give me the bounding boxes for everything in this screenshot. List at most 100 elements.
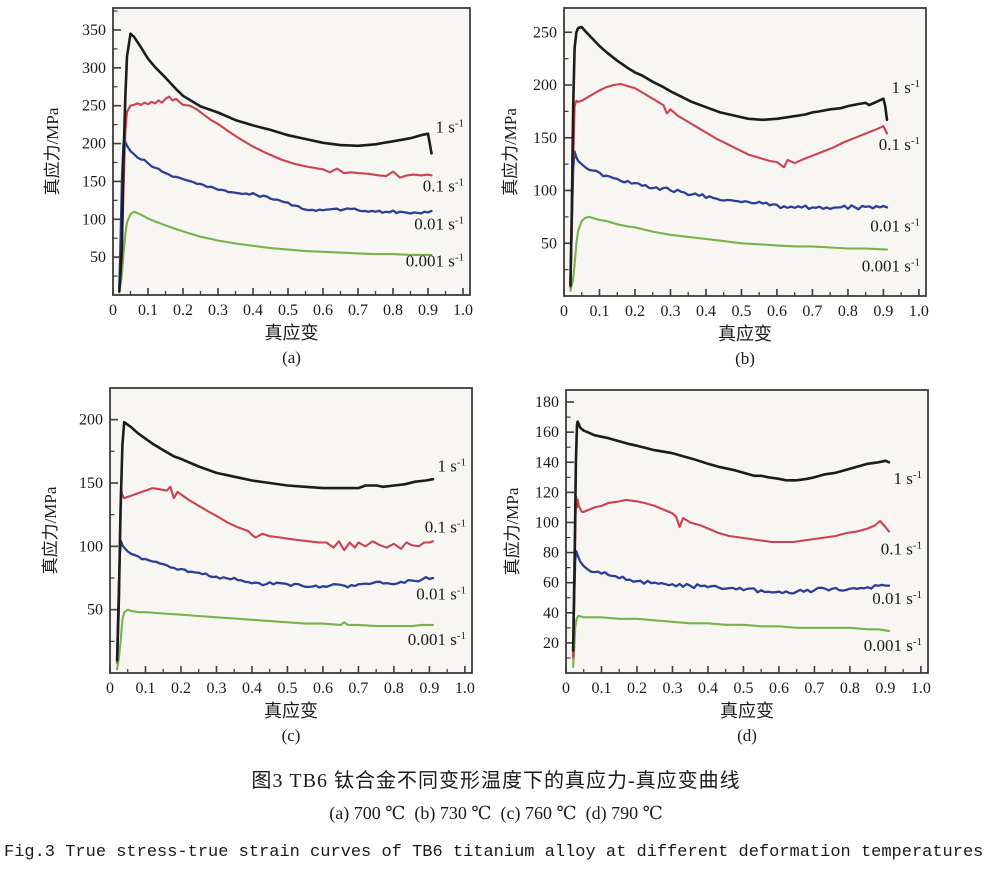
x-tick-label: 0.3 <box>206 680 226 697</box>
y-tick-label: 200 <box>82 136 106 153</box>
y-tick-label: 80 <box>543 545 559 562</box>
x-tick-label: 0.8 <box>840 680 860 697</box>
x-tick-label: 0.6 <box>313 302 333 319</box>
caption-panel-temperatures: (a) 700 ℃ (b) 730 ℃ (c) 760 ℃ (d) 790 ℃ <box>329 803 663 823</box>
x-tick-label: 0.6 <box>769 680 789 697</box>
y-tick-label: 200 <box>79 412 103 429</box>
subplot-d: 0 0.1 0.2 0.3 0.4 0.5 0.6 0.7 0.8 0.9 1.0 20 40 60 80 1… <box>496 380 992 760</box>
series-label: 0.001 s-1 <box>408 630 466 649</box>
y-tick-label: 300 <box>82 60 106 77</box>
x-tick-label: 0.4 <box>698 680 718 697</box>
x-tick-label: 0.1 <box>591 680 611 697</box>
curve-0.001s-1 <box>118 210 433 294</box>
y-tick-label: 60 <box>543 575 559 592</box>
series-label: 1 s-1 <box>437 457 466 476</box>
subplot-a-chart: 0 0.1 0.2 0.3 0.4 0.5 0.6 0.7 0.8 0.9 1.0 50 100 150 2… <box>43 7 473 367</box>
y-axis-label: 真应力/MPa <box>41 486 60 574</box>
series-label: 0.01 s-1 <box>416 584 466 603</box>
y-tick-label: 100 <box>535 514 559 531</box>
x-tick-label: 0.1 <box>138 302 158 319</box>
y-tick-label: 100 <box>79 538 103 555</box>
y-tick-label: 50 <box>90 249 106 266</box>
y-tick-label: 350 <box>82 22 106 39</box>
panel-letter: (d) <box>737 726 757 745</box>
x-tick-label: 0.9 <box>418 302 438 319</box>
series-label: 0.01 s-1 <box>870 216 920 235</box>
x-tick-label: 0.4 <box>696 303 716 320</box>
x-axis-label: 真应变 <box>720 701 774 721</box>
y-axis-label: 真应力/MPa <box>503 487 522 575</box>
curve-1s-1 <box>569 25 889 287</box>
subplot-b: 0 0.1 0.2 0.3 0.4 0.5 0.6 0.7 0.8 0.9 1.0 50 100 150 2… <box>496 0 992 380</box>
x-axis-label: 真应变 <box>265 323 319 343</box>
y-tick-label: 50 <box>87 602 103 619</box>
x-axis-label: 真应变 <box>264 701 318 721</box>
x-tick-label: 0.2 <box>627 680 647 697</box>
subplot-c: 0 0.1 0.2 0.3 0.4 0.5 0.6 0.7 0.8 0.9 1.0 50 100 150 2… <box>0 380 496 760</box>
x-tick-label: 0.9 <box>875 680 895 697</box>
x-tick-label: 0.1 <box>589 303 609 320</box>
x-tick-label: 0.9 <box>873 303 893 320</box>
x-tick-label: 0.6 <box>767 303 787 320</box>
y-tick-label: 200 <box>533 77 557 94</box>
curve-0.001s-1 <box>572 614 891 669</box>
x-tick-label: 1.0 <box>909 303 929 320</box>
x-tick-label: 0.4 <box>243 302 263 319</box>
series-label: 0.01 s-1 <box>872 589 922 608</box>
x-tick-label: 0.2 <box>625 303 645 320</box>
y-tick-label: 150 <box>82 173 106 190</box>
y-tick-label: 40 <box>543 605 559 622</box>
x-tick-label: 0.6 <box>313 680 333 697</box>
x-tick-label: 0.8 <box>838 303 858 320</box>
series-label: 0.1 s-1 <box>425 517 466 536</box>
y-axis-label: 真应力/MPa <box>43 107 62 195</box>
y-tick-label: 150 <box>533 130 557 147</box>
x-tick-label: 0.5 <box>733 680 753 697</box>
series-label: 0.001 s-1 <box>864 636 922 655</box>
y-tick-label: 250 <box>533 24 557 41</box>
y-tick-label: 50 <box>541 235 557 252</box>
caption-chinese-title: 图3 TB6 钛合金不同变形温度下的真应力-真应变曲线 <box>251 770 741 792</box>
plot-frame <box>565 389 929 674</box>
curve-1s-1 <box>118 32 433 293</box>
x-tick-label: 0.3 <box>208 302 228 319</box>
x-tick-label: 0.1 <box>135 680 155 697</box>
subplot-a: 0 0.1 0.2 0.3 0.4 0.5 0.6 0.7 0.8 0.9 1.0 50 100 150 2… <box>0 0 496 380</box>
y-tick-label: 160 <box>535 424 559 441</box>
y-tick-label: 100 <box>82 211 106 228</box>
y-tick-label: 20 <box>543 635 559 652</box>
x-tick-label: 0 <box>106 680 114 697</box>
curve-0.1s-1 <box>116 485 435 664</box>
curve-0.01s-1 <box>569 150 889 285</box>
x-tick-label: 0 <box>109 302 117 319</box>
x-tick-label: 0.7 <box>802 303 822 320</box>
x-tick-label: 0.3 <box>662 680 682 697</box>
curve-0.001s-1 <box>569 215 889 292</box>
x-tick-label: 0.2 <box>171 680 191 697</box>
x-tick-label: 0.2 <box>173 302 193 319</box>
plot-frame <box>112 7 471 296</box>
panel-letter: (a) <box>282 348 301 367</box>
series-label: 0.1 s-1 <box>879 135 920 154</box>
subplot-b-chart: 0 0.1 0.2 0.3 0.4 0.5 0.6 0.7 0.8 0.9 1.0 50 100 150 2… <box>501 7 929 368</box>
x-tick-label: 0.7 <box>348 302 368 319</box>
panel-letter: (b) <box>735 349 755 368</box>
curve-1s-1 <box>115 420 435 662</box>
x-tick-label: 0.8 <box>383 302 403 319</box>
curve-0.001s-1 <box>116 608 435 671</box>
x-tick-label: 0 <box>562 680 570 697</box>
subplot-d-chart: 0 0.1 0.2 0.3 0.4 0.5 0.6 0.7 0.8 0.9 1.0 20 40 60 80 1… <box>503 389 931 745</box>
x-tick-label: 1.0 <box>455 680 475 697</box>
curve-1s-1 <box>571 420 891 652</box>
series-label: 1 s-1 <box>891 78 920 97</box>
y-tick-label: 150 <box>79 475 103 492</box>
x-tick-label: 0.8 <box>384 680 404 697</box>
curve-0.1s-1 <box>569 82 889 289</box>
x-tick-label: 0.7 <box>804 680 824 697</box>
y-tick-label: 250 <box>82 98 106 115</box>
caption-english-title: Fig.3 True stress-true strain curves of … <box>4 843 984 862</box>
series-label: 1 s-1 <box>435 118 464 137</box>
x-tick-label: 0 <box>560 303 568 320</box>
curve-0.01s-1 <box>115 540 435 659</box>
